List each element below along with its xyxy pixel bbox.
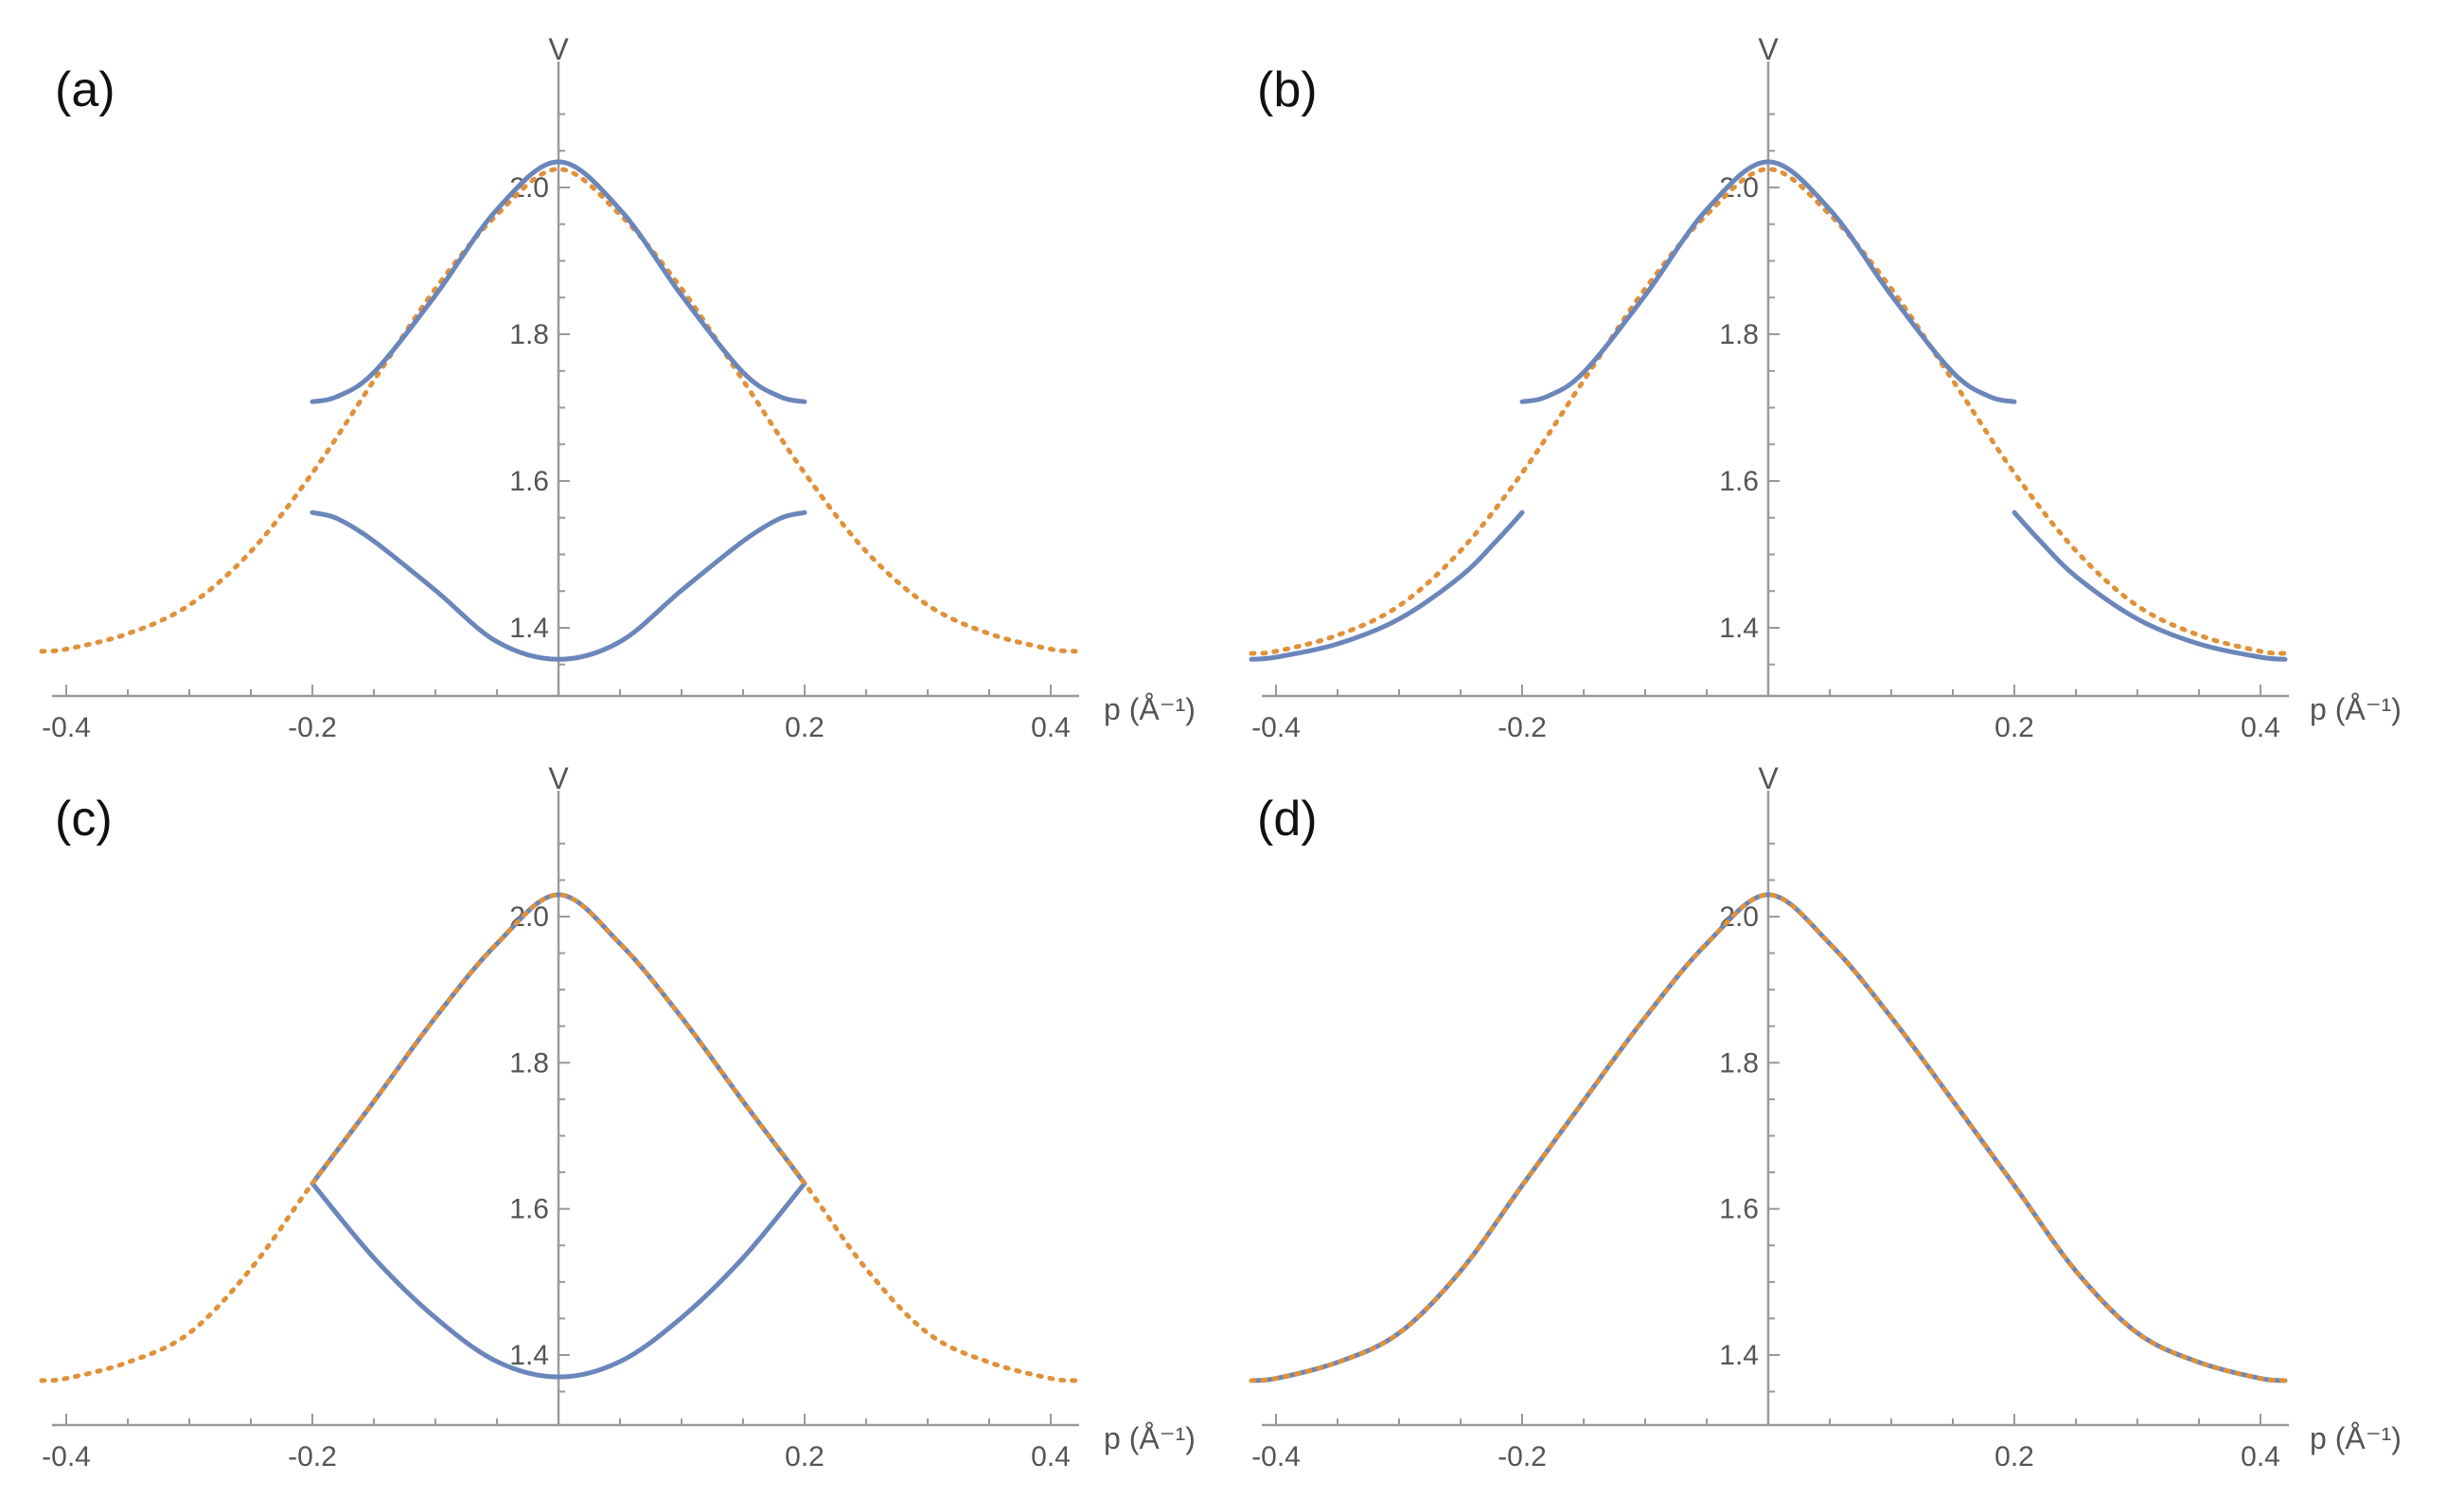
- y-tick-label: 1.8: [509, 1047, 549, 1079]
- x-tick-label: 0.2: [785, 712, 824, 743]
- dotted-orange-series-line: [1249, 892, 2288, 1383]
- solid-blue-series-line: [1249, 509, 1525, 662]
- x-tick-label: 0.2: [1994, 712, 2034, 743]
- y-axis-label: V: [1758, 761, 1779, 795]
- x-tick-label: 0.2: [1994, 1441, 2034, 1472]
- y-tick-label: 1.4: [509, 1340, 549, 1371]
- x-tick-label: 0.2: [785, 1441, 824, 1472]
- solid-blue-series-line: [310, 509, 807, 662]
- x-tick-label: -0.2: [288, 712, 337, 743]
- x-tick-label: 0.4: [1031, 712, 1071, 743]
- y-tick-label: 2.0: [509, 901, 549, 933]
- y-tick-label: 1.6: [1719, 466, 1759, 497]
- panel-b: -0.4 -0.2 0.2 0.41.41.61.82.0Vp (Å⁻¹)(b): [1249, 32, 2402, 743]
- y-tick-label: 1.4: [1719, 613, 1759, 644]
- x-axis-label: p (Å⁻¹): [1104, 692, 1196, 726]
- x-tick-label: 0.4: [2241, 1441, 2280, 1472]
- x-tick-label: -0.4: [42, 712, 91, 743]
- dotted-orange-series-line: [39, 892, 1078, 1383]
- panel-d: -0.4 -0.2 0.2 0.4 1.4 1.6 1.8 2.0 Vp (Å⁻¹) (d): [1249, 761, 2402, 1472]
- x-tick-label: -0.2: [1498, 1441, 1547, 1472]
- panel-letter: (b): [1257, 62, 1318, 117]
- panel-c: -0.4 -0.2 0.2 0.4 1.4 1.6 1.8 2.0 Vp (Å⁻¹) (c): [39, 761, 1196, 1472]
- y-tick-label: 1.8: [1719, 319, 1759, 350]
- y-tick-label: 1.6: [509, 466, 549, 497]
- dotted-orange-series-line: [1249, 167, 2288, 656]
- x-tick-label: 0.4: [2241, 712, 2280, 743]
- panel-letter: (c): [55, 792, 113, 847]
- y-axis-label: V: [548, 761, 569, 795]
- x-tick-label: -0.4: [1251, 1441, 1301, 1472]
- y-tick-label: 1.8: [1719, 1047, 1759, 1079]
- y-tick-label: 1.6: [509, 1194, 549, 1225]
- panel-a: -0.4 -0.2 0.2 0.41.41.61.82.0Vp (Å⁻¹)(a): [39, 32, 1196, 743]
- panel-letter: (d): [1257, 792, 1318, 847]
- solid-blue-series-line: [1519, 159, 2017, 404]
- y-tick-label: 1.8: [509, 319, 549, 350]
- y-tick-label: 1.4: [1719, 1340, 1759, 1371]
- panel-letter: (a): [55, 62, 115, 117]
- y-tick-label: 1.4: [509, 613, 549, 644]
- solid-blue-series-line: [310, 159, 807, 404]
- y-tick-label: 2.0: [1719, 901, 1759, 933]
- x-tick-label: -0.2: [288, 1441, 337, 1472]
- solid-blue-series-line: [2012, 509, 2288, 662]
- x-axis-label: p (Å⁻¹): [2310, 1421, 2402, 1455]
- x-tick-label: -0.2: [1498, 712, 1547, 743]
- x-tick-label: -0.4: [42, 1441, 91, 1472]
- y-axis-label: V: [548, 32, 569, 66]
- x-tick-label: 0.4: [1031, 1441, 1071, 1472]
- y-axis-label: V: [1758, 32, 1779, 66]
- y-tick-label: 1.6: [1719, 1194, 1759, 1225]
- dotted-orange-series-line: [39, 167, 1078, 654]
- x-axis-label: p (Å⁻¹): [2310, 692, 2402, 726]
- solid-blue-series-line: [310, 1181, 807, 1380]
- x-tick-label: -0.4: [1251, 712, 1301, 743]
- x-axis-label: p (Å⁻¹): [1104, 1421, 1196, 1455]
